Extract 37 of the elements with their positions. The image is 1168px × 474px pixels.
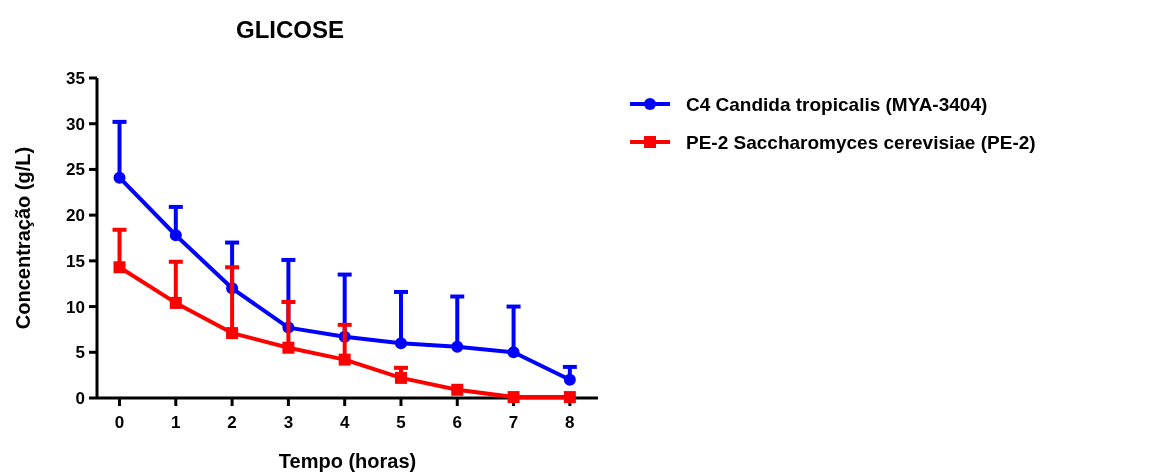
x-tick-label: 0 (114, 413, 125, 432)
point (394, 371, 407, 384)
point (394, 337, 407, 350)
point (113, 261, 126, 274)
point (507, 391, 520, 404)
y-tick-label: 0 (75, 388, 85, 408)
x-axis-title: Tempo (horas) (278, 450, 417, 472)
point (338, 353, 351, 366)
x-tick-label: 2 (227, 413, 237, 432)
y-tick-label: 35 (66, 68, 85, 88)
point (563, 391, 576, 404)
y-tick-label: 20 (66, 206, 85, 226)
point (113, 171, 126, 184)
point (451, 340, 464, 353)
legend-label: PE-2 Saccharomyces cerevisiae (PE-2) (686, 131, 1036, 153)
point (451, 383, 464, 396)
point (226, 327, 239, 340)
x-tick-label: 6 (452, 413, 462, 432)
y-tick-label: 25 (66, 160, 85, 180)
x-tick-label: 7 (508, 413, 519, 432)
y-tick-label: 30 (66, 114, 85, 134)
y-tick-label: 10 (66, 297, 85, 317)
legend-label: C4 Candida tropicalis (MYA-3404) (686, 93, 988, 115)
y-tick-label: 15 (66, 251, 85, 271)
point (563, 373, 576, 386)
point (169, 229, 182, 242)
y-tick-label: 5 (75, 343, 85, 363)
x-tick-label: 3 (283, 413, 294, 432)
point (282, 341, 295, 354)
x-tick-label: 4 (339, 413, 350, 432)
x-tick-label: 5 (396, 413, 406, 432)
point (507, 346, 520, 359)
x-tick-label: 1 (171, 413, 181, 432)
point (169, 296, 182, 309)
x-tick-label: 8 (565, 413, 575, 432)
y-axis-title: Concentração (g/L) (12, 146, 34, 330)
chart-title: GLICOSE (235, 16, 345, 43)
